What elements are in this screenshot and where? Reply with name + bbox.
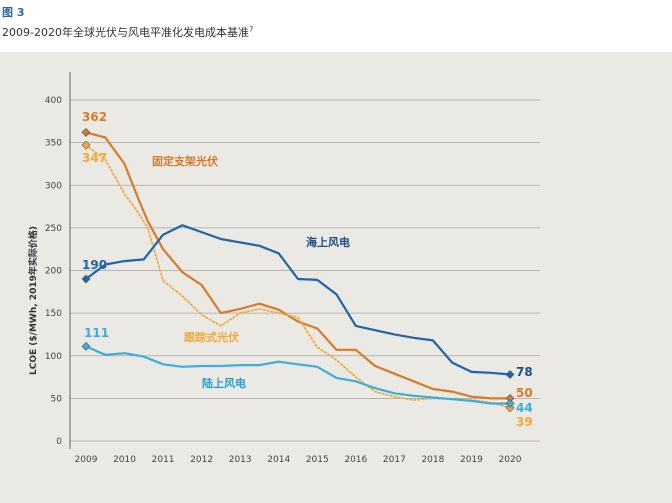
series-end-value: 50 [516, 386, 533, 400]
figure-title-footnote: 7 [248, 25, 254, 34]
series-line-1 [85, 144, 511, 409]
series-markers [81, 127, 515, 413]
series-start-value: 362 [82, 110, 107, 124]
series-end-value: 44 [516, 401, 533, 415]
y-tick-label: 0 [56, 437, 62, 447]
y-tick-label: 50 [51, 394, 63, 404]
marker-end-3 [505, 399, 515, 408]
marker-start-0 [81, 127, 91, 137]
x-tick-label: 2018 [421, 455, 444, 465]
y-axis-label: LCOE ($/MWh, 2019年实际价格) [27, 226, 39, 375]
x-tick-label: 2016 [344, 455, 367, 465]
figure-title-text: 2009-2020年全球光伏与风电平准化发电成本基准 [2, 26, 249, 39]
x-tick-label: 2014 [267, 455, 290, 465]
y-tick-label: 350 [45, 139, 62, 149]
series-line-3 [84, 345, 512, 405]
lcoe-line-chart: 0 50 100 150 200 250 300 350 400 2009 2010 2011 2012… [27, 72, 540, 465]
series-end-value: 39 [516, 415, 533, 429]
y-tick-label: 100 [45, 352, 62, 362]
series-name-label: 固定支架光伏 [152, 154, 218, 168]
series-lines [84, 131, 512, 409]
figure-label: 图 3 [2, 6, 25, 19]
x-tick-label: 2017 [383, 455, 406, 465]
marker-start-1 [81, 140, 91, 150]
x-tick-label: 2020 [499, 455, 522, 465]
grid-lines [70, 99, 540, 442]
marker-start-2 [81, 274, 91, 284]
series-labels: 固定支架光伏 362 50 跟踪式光伏 347 39 海上风电 190 78 陆上风电 111 44 [82, 110, 533, 429]
series-start-value: 190 [82, 258, 107, 272]
series-name-label: 跟踪式光伏 [184, 330, 239, 344]
y-tick-label: 300 [45, 181, 62, 191]
y-tick-label: 200 [45, 267, 62, 277]
x-tick-label: 2012 [190, 455, 213, 465]
chart-panel: 0 50 100 150 200 250 300 350 400 2009 2010 2011 2012… [0, 52, 672, 503]
y-tick-label: 150 [45, 309, 62, 319]
series-start-value: 347 [82, 151, 107, 165]
series-name-label: 陆上风电 [202, 376, 246, 390]
axes: 0 50 100 150 200 250 300 350 400 2009 2010 2011 2012… [27, 72, 522, 465]
series-start-value: 111 [84, 326, 109, 340]
x-tick-label: 2015 [306, 455, 329, 465]
y-tick-label: 400 [45, 96, 62, 106]
x-tick-label: 2011 [152, 455, 175, 465]
series-line-2 [84, 224, 512, 376]
figure-title: 2009-2020年全球光伏与风电平准化发电成本基准7 [2, 24, 253, 40]
x-tick-label: 2009 [75, 455, 98, 465]
series-end-value: 78 [516, 365, 533, 379]
marker-end-2 [505, 370, 515, 379]
marker-start-3 [81, 341, 91, 351]
x-tick-label: 2019 [460, 455, 483, 465]
series-name-label: 海上风电 [306, 235, 350, 249]
x-tick-label: 2010 [113, 455, 136, 465]
x-tick-label: 2013 [229, 455, 252, 465]
y-tick-label: 250 [45, 224, 62, 234]
